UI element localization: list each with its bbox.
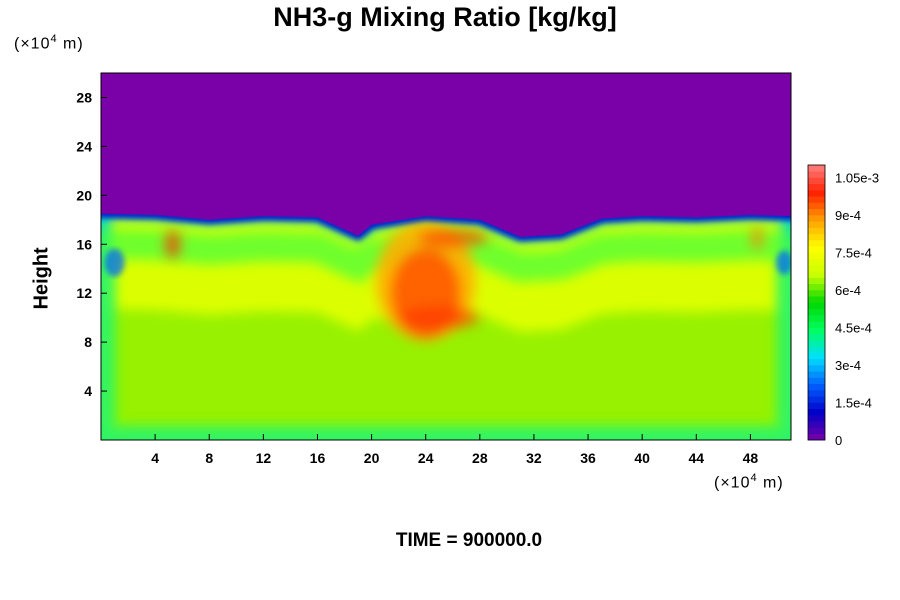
plot-frame <box>100 72 792 441</box>
x-tick-label: 16 <box>310 450 326 466</box>
colorbar-segment <box>808 240 825 247</box>
colorbar-segment <box>808 277 825 285</box>
heatmap-plot-area <box>100 72 792 441</box>
colorbar-segment <box>808 215 825 222</box>
colorbar-tick-label: 9e-4 <box>835 208 861 223</box>
colorbar-segment <box>808 227 825 235</box>
colorbar-segment <box>808 383 825 391</box>
colorbar-segment <box>808 265 825 272</box>
colorbar-segment <box>808 208 825 216</box>
colorbar-segment <box>808 390 825 397</box>
colorbar-segment <box>808 433 825 441</box>
colorbar-segment <box>808 177 825 185</box>
y-tick-label: 28 <box>76 89 92 105</box>
chart-title: NH3-g Mixing Ratio [kg/kg] <box>273 2 617 32</box>
colorbar-segment <box>808 196 825 203</box>
field-transition-band <box>101 308 791 440</box>
time-label: TIME = 900000.0 <box>395 530 543 551</box>
colorbar-segment <box>808 190 825 197</box>
y-axis-ticks: 4 8 12 16 20 24 28 <box>76 89 107 399</box>
colorbar-segment <box>808 221 825 228</box>
colorbar-segment <box>808 333 825 341</box>
x-tick-label: 28 <box>472 450 488 466</box>
colorbar-segment <box>808 358 825 366</box>
colorbar-segment <box>808 315 825 322</box>
colorbar-segment <box>808 371 825 378</box>
colorbar-segment <box>808 321 825 328</box>
field-dark-pockets <box>104 248 791 277</box>
colorbar-tick-label: 4.5e-4 <box>835 321 872 336</box>
colorbar-segment <box>808 271 825 278</box>
colorbar-segment <box>808 396 825 403</box>
colorbar-segment <box>808 252 825 260</box>
y-tick-label: 16 <box>76 236 92 252</box>
colorbar-tick-label: 0 <box>835 433 842 448</box>
colorbar-segment <box>808 346 825 353</box>
y-tick-label: 20 <box>76 187 92 203</box>
y-axis-unit: (×104 m) <box>14 33 84 53</box>
colorbar-segment <box>808 165 825 172</box>
colorbar-frame <box>807 164 826 441</box>
colorbar: 0 1.5e-4 3e-4 4.5e-4 6e-4 7.5e-4 9e-4 1.05e-3 <box>807 164 879 448</box>
y-tick-label: 12 <box>76 285 92 301</box>
field-plume <box>164 220 764 341</box>
x-tick-label: 36 <box>580 450 596 466</box>
x-tick-label: 24 <box>418 450 434 466</box>
colorbar-segment <box>808 246 825 253</box>
colorbar-tick-label: 6e-4 <box>835 283 861 298</box>
colorbar-segment <box>808 233 825 241</box>
x-tick-label: 4 <box>151 450 159 466</box>
field-upper-layer <box>101 73 791 237</box>
colorbar-segment <box>808 340 825 347</box>
x-tick-label: 40 <box>634 450 650 466</box>
colorbar-segment <box>808 290 825 297</box>
x-tick-label: 8 <box>205 450 213 466</box>
x-axis-ticks: 4 8 12 16 20 24 28 32 36 40 44 48 <box>151 434 758 466</box>
colorbar-segment <box>808 171 825 178</box>
y-tick-label: 4 <box>84 383 92 399</box>
colorbar-tick-label: 1.05e-3 <box>835 171 879 186</box>
colorbar-tick-label: 1.5e-4 <box>835 396 872 411</box>
x-tick-label: 12 <box>256 450 272 466</box>
y-tick-label: 8 <box>84 334 92 350</box>
colorbar-segment <box>808 302 825 310</box>
colorbar-segment <box>808 296 825 303</box>
x-tick-label: 44 <box>689 450 705 466</box>
colorbar-segment <box>808 308 825 316</box>
colorbar-segment <box>808 283 825 291</box>
colorbar-segment <box>808 258 825 266</box>
colorbar-segment <box>808 402 825 410</box>
colorbar-segment <box>808 421 825 428</box>
y-tick-label: 24 <box>76 138 92 154</box>
colorbar-segment <box>808 408 825 416</box>
colorbar-segment <box>808 377 825 385</box>
x-tick-label: 48 <box>743 450 759 466</box>
x-tick-label: 32 <box>526 450 542 466</box>
colorbar-segment <box>808 183 825 191</box>
colorbar-tick-label: 7.5e-4 <box>835 246 872 261</box>
colorbar-segment <box>808 327 825 335</box>
colorbar-segment <box>808 415 825 422</box>
x-axis-unit: (×104 m) <box>714 472 784 492</box>
colorbar-segment <box>808 202 825 210</box>
colorbar-segment <box>808 427 825 435</box>
field-mixing-green <box>101 228 791 440</box>
colorbar-tick-label: 3e-4 <box>835 358 861 373</box>
x-tick-label: 20 <box>364 450 380 466</box>
colorbar-segment <box>808 365 825 372</box>
colorbar-segment <box>808 352 825 360</box>
